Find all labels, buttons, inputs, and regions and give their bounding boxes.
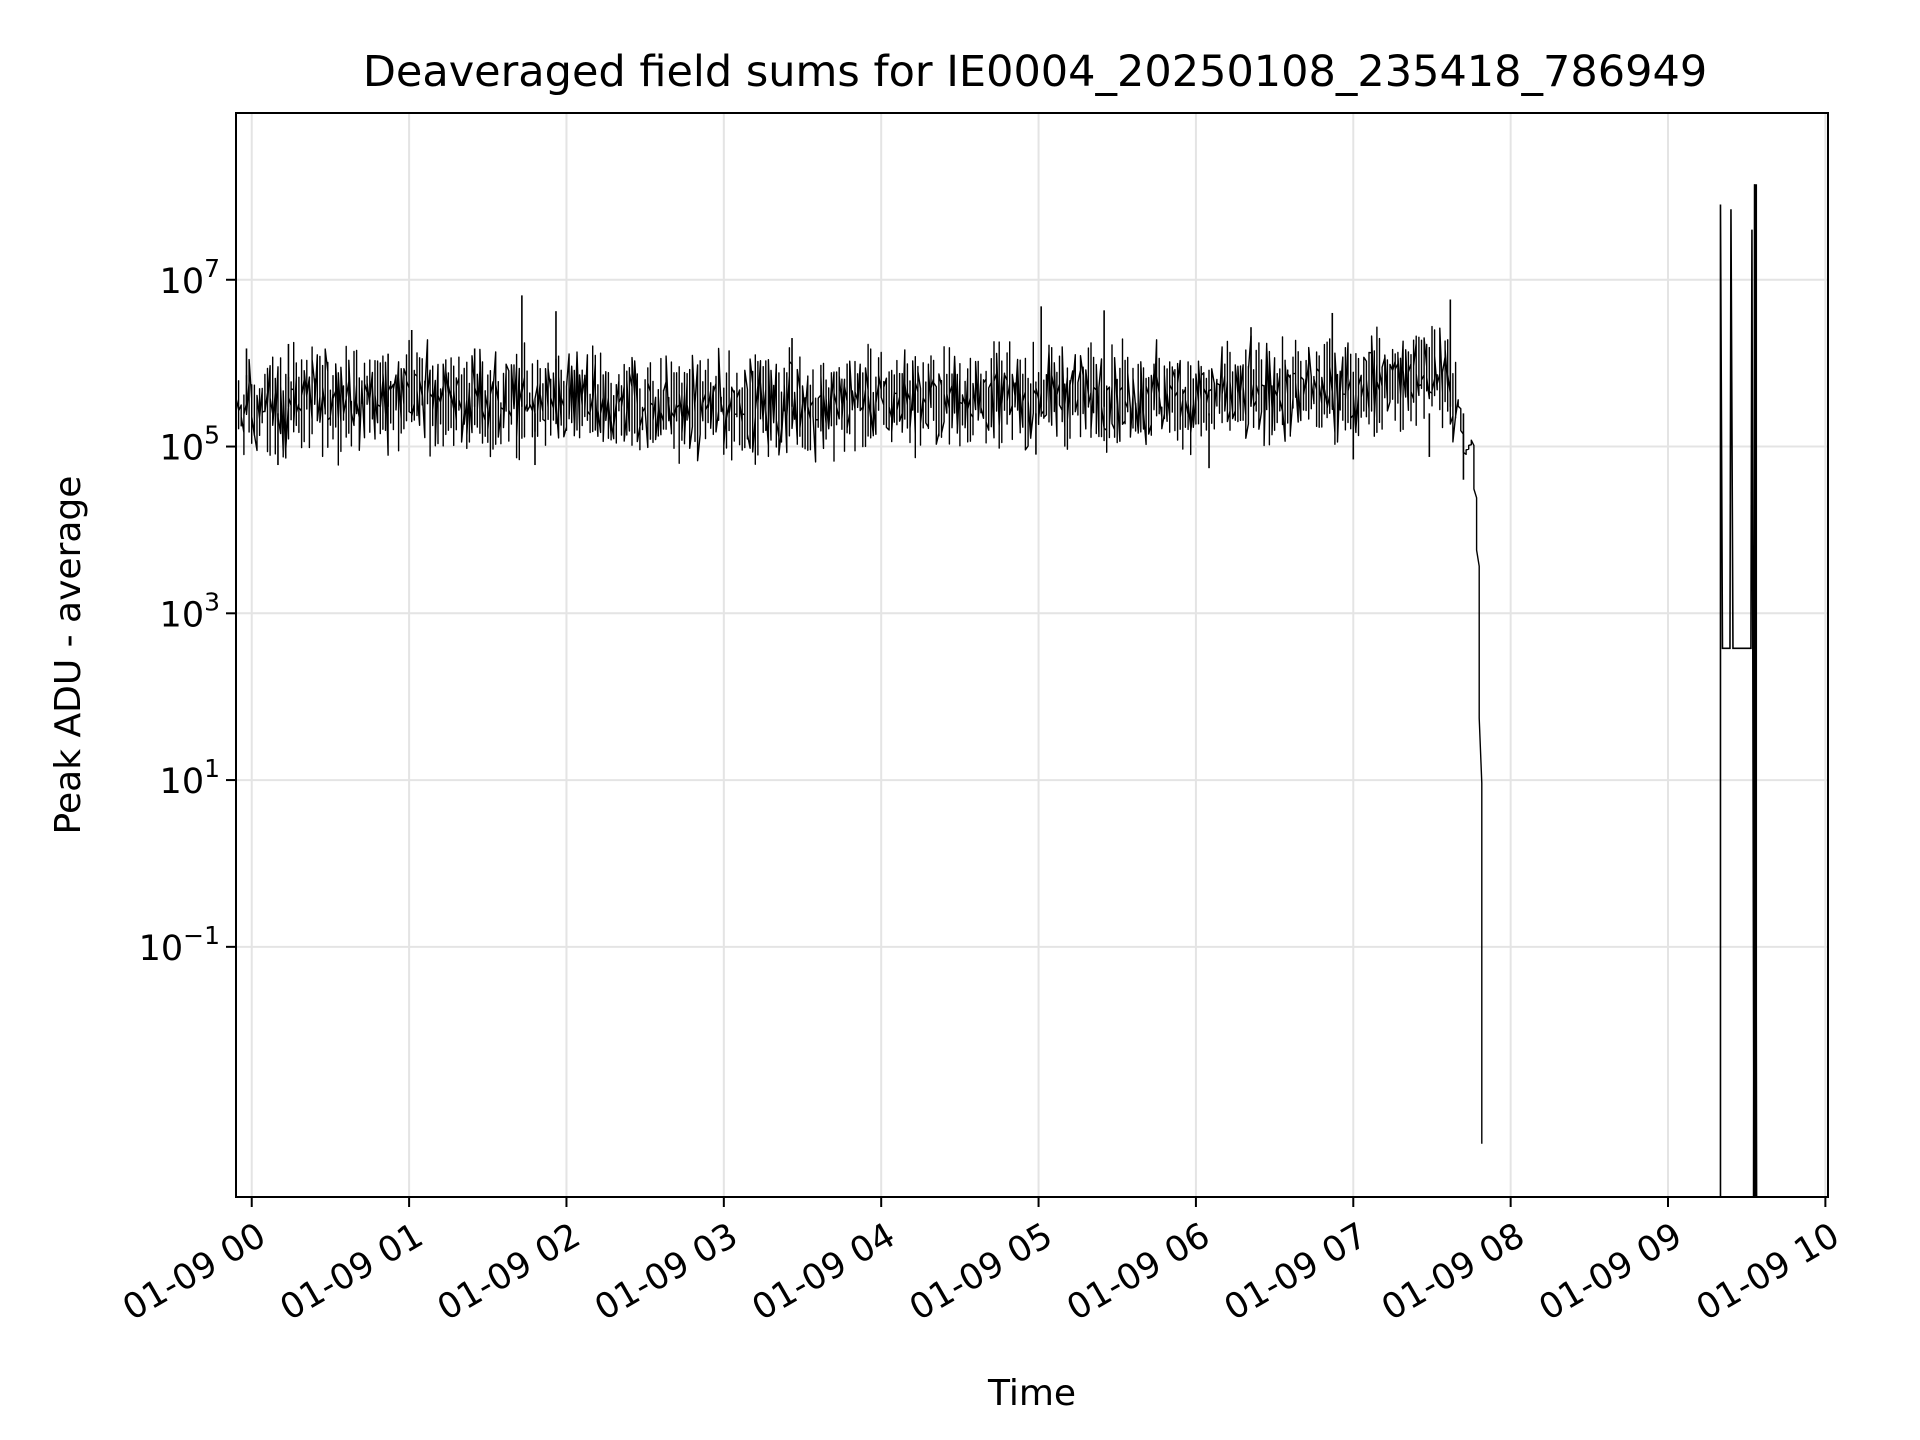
grid	[236, 113, 1828, 1197]
y-tick-exponent: −1	[183, 921, 220, 950]
y-tick-exponent: 3	[204, 587, 220, 616]
y-tick-label: 101	[160, 754, 220, 802]
plot-area	[236, 184, 1758, 1197]
y-tick-label: 105	[160, 421, 220, 469]
series-line	[236, 184, 1758, 1197]
y-tick-base: 10	[160, 429, 205, 469]
x-axis-title: Time	[987, 1373, 1076, 1414]
y-axis-title: Peak ADU - average	[48, 476, 89, 835]
y-tick-base: 10	[160, 262, 205, 302]
y-tick-base: 10	[160, 595, 205, 635]
y-tick-base: 10	[160, 762, 205, 802]
y-tick-base: 10	[139, 929, 184, 969]
plot-frame	[235, 112, 1829, 1198]
chart-title: Deaveraged field sums for IE0004_2025010…	[363, 47, 1707, 97]
y-tick-exponent: 5	[204, 421, 220, 450]
series-trace	[236, 325, 1483, 1144]
y-tick-label: 103	[160, 587, 220, 635]
y-tick-label: 10−1	[139, 921, 220, 969]
y-tick-exponent: 7	[204, 254, 220, 283]
y-tick-label: 107	[160, 254, 220, 302]
y-tick-exponent: 1	[204, 754, 220, 783]
series-late-spikes	[1719, 184, 1758, 1197]
